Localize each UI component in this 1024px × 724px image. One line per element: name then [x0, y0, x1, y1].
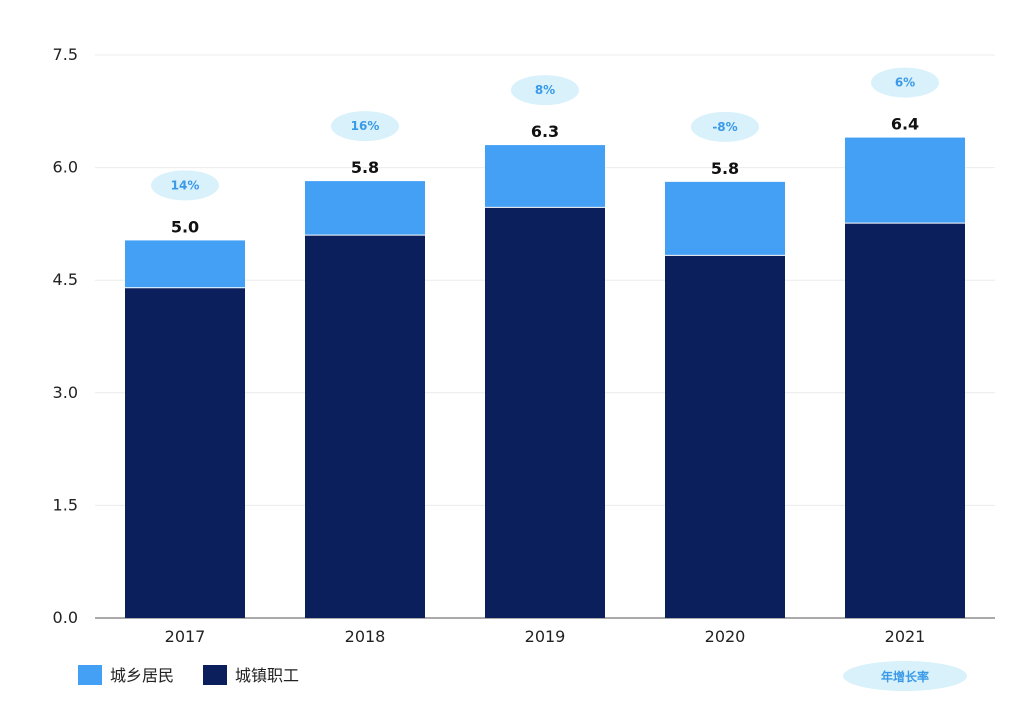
growth-rate-bubble: [511, 75, 579, 106]
legend-label: 城镇职工: [235, 666, 299, 685]
growth-rate-label: 14%: [171, 178, 200, 192]
legend-swatch: [78, 665, 102, 685]
growth-rate-bubble: [871, 67, 939, 98]
bar-segment-urban-workers: [485, 207, 605, 619]
bar-segment-urban-rural-residents: [665, 181, 785, 256]
total-label: 6.3: [531, 122, 559, 141]
bar-segment-urban-rural-residents: [305, 181, 425, 236]
x-tick-label: 2021: [885, 627, 926, 646]
growth-rate-label: -8%: [712, 120, 737, 134]
x-tick-label: 2020: [705, 627, 746, 646]
y-tick-label: 3.0: [53, 383, 78, 402]
growth-rate-bubble: [691, 111, 759, 142]
x-tick-label: 2017: [165, 627, 206, 646]
y-tick-label: 1.5: [53, 495, 78, 514]
x-tick-label: 2019: [525, 627, 566, 646]
bar-segment-urban-rural-residents: [845, 137, 965, 224]
x-tick-label: 2018: [345, 627, 386, 646]
legend-swatch: [203, 665, 227, 685]
growth-rate-label: 16%: [351, 119, 380, 133]
bar-segment-urban-rural-residents: [125, 240, 245, 288]
total-label: 6.4: [891, 115, 919, 134]
bar-segment-urban-workers: [665, 255, 785, 619]
growth-rate-label: 8%: [535, 83, 555, 97]
y-tick-label: 6.0: [53, 158, 78, 177]
growth-rate-label: 6%: [895, 76, 915, 90]
bar-segment-urban-workers: [305, 235, 425, 618]
growth-legend-bubble: [843, 661, 967, 691]
growth-rate-bubble: [331, 111, 399, 142]
bar-segment-urban-workers: [845, 223, 965, 618]
bar-segment-urban-workers: [125, 287, 245, 618]
bar-segment-urban-rural-residents: [485, 145, 605, 208]
growth-rate-bubble: [151, 170, 219, 201]
total-label: 5.8: [711, 159, 739, 178]
y-tick-label: 0.0: [53, 608, 78, 627]
growth-legend-label: 年增长率: [881, 669, 929, 684]
legend-label: 城乡居民: [110, 666, 174, 685]
total-label: 5.0: [171, 217, 199, 236]
y-tick-label: 7.5: [53, 45, 78, 64]
total-label: 5.8: [351, 158, 379, 177]
y-tick-label: 4.5: [53, 270, 78, 289]
